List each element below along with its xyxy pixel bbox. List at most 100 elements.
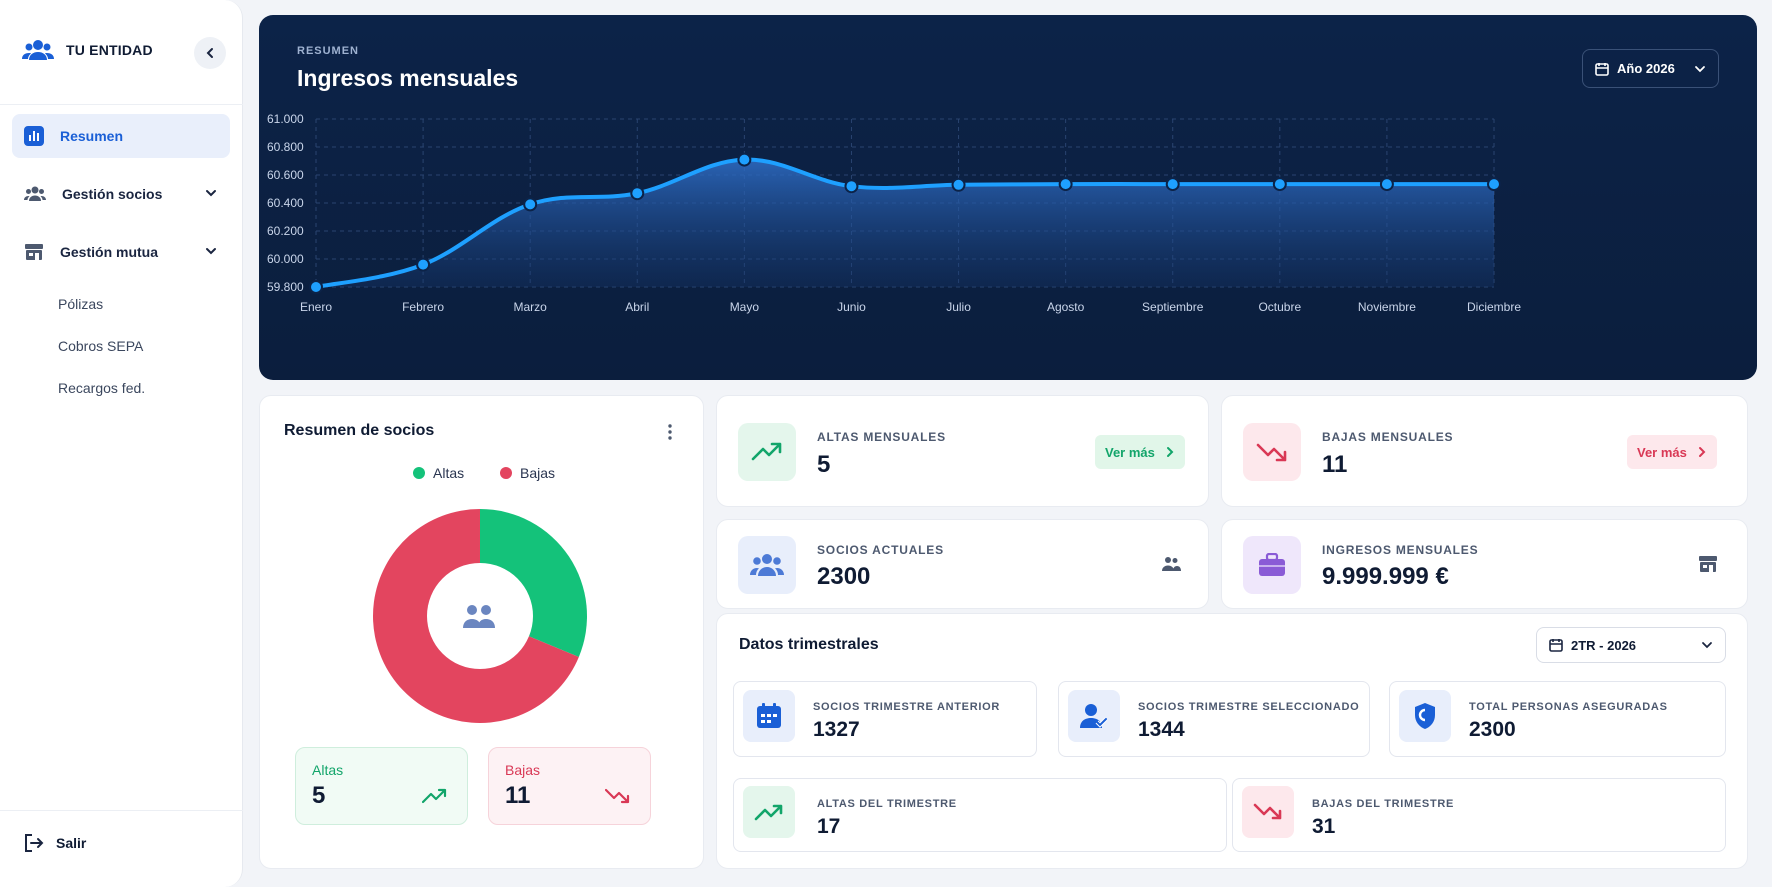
trend-down-icon — [1253, 803, 1282, 820]
brand-name: TU ENTIDAD — [66, 42, 153, 58]
brand: TU ENTIDAD — [22, 38, 153, 62]
legend-bajas: Bajas — [500, 465, 555, 481]
stat-value: 9.999.999 € — [1322, 563, 1449, 590]
x-tick-label: Marzo — [514, 300, 548, 314]
data-point[interactable] — [1272, 177, 1287, 192]
members-donut-chart — [373, 509, 587, 723]
sidebar-subitem-recargos[interactable]: Recargos fed. — [58, 380, 146, 396]
stat-label: INGRESOS MENSUALES — [1322, 543, 1479, 557]
quarterly-data-card: Datos trimestrales 2TR - 2026 SOCIOS TRI… — [716, 613, 1748, 869]
user-check-icon — [1080, 704, 1108, 728]
x-tick-label: Julio — [946, 300, 971, 314]
sidebar-item-gestion-mutua[interactable]: Gestión mutua — [12, 230, 230, 274]
stat-icon-box — [1243, 536, 1301, 594]
legend-label: Altas — [433, 465, 465, 481]
quarter-select[interactable]: 2TR - 2026 — [1536, 627, 1726, 663]
data-point[interactable] — [630, 186, 645, 201]
bajas-summary-box: Bajas 11 — [488, 747, 651, 825]
briefcase-icon — [1259, 553, 1285, 576]
stat-icon-box — [1399, 690, 1451, 742]
data-point[interactable] — [523, 197, 538, 212]
trend-up-icon — [751, 442, 782, 461]
sidebar-item-gestion-socios[interactable]: Gestión socios — [12, 172, 230, 216]
quarter-stat-previous: SOCIOS TRIMESTRE ANTERIOR 1327 — [733, 681, 1037, 757]
chevron-right-icon — [1698, 447, 1706, 457]
y-tick-label: 60.000 — [267, 252, 304, 266]
year-select[interactable]: Año 2026 — [1582, 49, 1719, 88]
sidebar-item-resumen[interactable]: Resumen — [12, 114, 230, 158]
data-point[interactable] — [844, 179, 859, 194]
income-chart-panel: RESUMEN Ingresos mensuales Año 2026 59.8… — [259, 15, 1757, 380]
panel-eyebrow: RESUMEN — [297, 45, 360, 57]
logout-icon — [25, 834, 44, 852]
legend-dot — [500, 467, 512, 479]
ver-mas-label: Ver más — [1105, 444, 1155, 460]
x-tick-label: Septiembre — [1142, 300, 1204, 314]
stat-label: ALTAS DEL TRIMESTRE — [817, 798, 957, 810]
stat-value: 17 — [817, 815, 841, 838]
users-icon — [22, 40, 54, 60]
shield-icon — [1415, 703, 1435, 729]
more-vertical-icon[interactable] — [667, 424, 673, 440]
trend-up-icon — [422, 788, 447, 804]
x-tick-label: Diciembre — [1467, 300, 1521, 314]
members-summary-card: Resumen de socios Altas Bajas Altas 5 Ba… — [259, 395, 704, 869]
trend-down-icon — [605, 788, 630, 804]
logout-button[interactable]: Salir — [24, 834, 86, 852]
data-point[interactable] — [1379, 177, 1394, 192]
stat-label: SOCIOS ACTUALES — [817, 543, 944, 557]
monthly-income-card: INGRESOS MENSUALES 9.999.999 € — [1221, 519, 1748, 609]
legend-altas: Altas — [413, 465, 464, 481]
ver-mas-altas-button[interactable]: Ver más — [1095, 435, 1185, 469]
users-icon — [463, 605, 495, 628]
x-tick-label: Enero — [300, 300, 332, 314]
data-point[interactable] — [951, 177, 966, 192]
stat-icon-box — [743, 690, 795, 742]
income-area-chart: 59.800 60.000 60.200 60.400 60.600 60.800 61.0… — [267, 112, 1521, 314]
legend-dot — [413, 467, 425, 479]
x-tick-label: Junio — [837, 300, 866, 314]
chevron-down-icon — [206, 248, 216, 255]
stat-value: 31 — [1312, 815, 1336, 838]
data-point[interactable] — [309, 280, 323, 294]
sidebar: TU ENTIDAD Resumen Gestión socios Gestió… — [0, 0, 243, 887]
sidebar-subitem-cobros-sepa[interactable]: Cobros SEPA — [58, 338, 144, 354]
stat-value: 1344 — [1138, 718, 1185, 741]
year-select-value: Año 2026 — [1617, 61, 1675, 76]
y-tick-label: 60.800 — [267, 140, 304, 154]
data-point[interactable] — [1487, 177, 1501, 192]
data-point[interactable] — [737, 152, 752, 167]
legend-label: Bajas — [520, 465, 556, 481]
store-icon — [1699, 556, 1717, 572]
stat-icon-box — [1068, 690, 1120, 742]
bajas-value: 11 — [505, 782, 531, 809]
donut-hole — [427, 563, 533, 669]
collapse-sidebar-button[interactable] — [194, 37, 226, 69]
data-point[interactable] — [1165, 177, 1180, 192]
stat-icon-box — [738, 536, 796, 594]
sidebar-divider — [0, 104, 243, 105]
quarter-stat-cancellations: BAJAS DEL TRIMESTRE 31 — [1232, 778, 1726, 852]
stat-label: TOTAL PERSONAS ASEGURADAS — [1469, 701, 1668, 713]
chevron-right-icon — [1166, 447, 1174, 457]
calendar-icon — [1549, 639, 1563, 652]
chevron-down-icon — [206, 190, 216, 197]
calendar-grid-icon — [757, 703, 781, 728]
data-point[interactable] — [416, 257, 431, 272]
income-line — [315, 157, 1494, 289]
x-tick-label: Octubre — [1258, 300, 1301, 314]
quarter-select-value: 2TR - 2026 — [1571, 637, 1637, 653]
calendar-icon — [1595, 62, 1609, 76]
stat-icon-box — [1243, 423, 1301, 481]
ver-mas-bajas-button[interactable]: Ver más — [1627, 435, 1717, 469]
users-icon — [1162, 557, 1181, 571]
data-point[interactable] — [1058, 177, 1073, 192]
x-tick-label: Noviembre — [1358, 300, 1416, 314]
trend-down-icon — [1256, 443, 1287, 462]
stat-label: BAJAS MENSUALES — [1322, 430, 1454, 444]
stat-value: 1327 — [813, 718, 860, 741]
y-tick-label: 61.000 — [267, 112, 304, 126]
users-icon — [750, 554, 784, 576]
sidebar-subitem-polizas[interactable]: Pólizas — [58, 296, 104, 312]
sidebar-item-label: Resumen — [60, 128, 124, 144]
